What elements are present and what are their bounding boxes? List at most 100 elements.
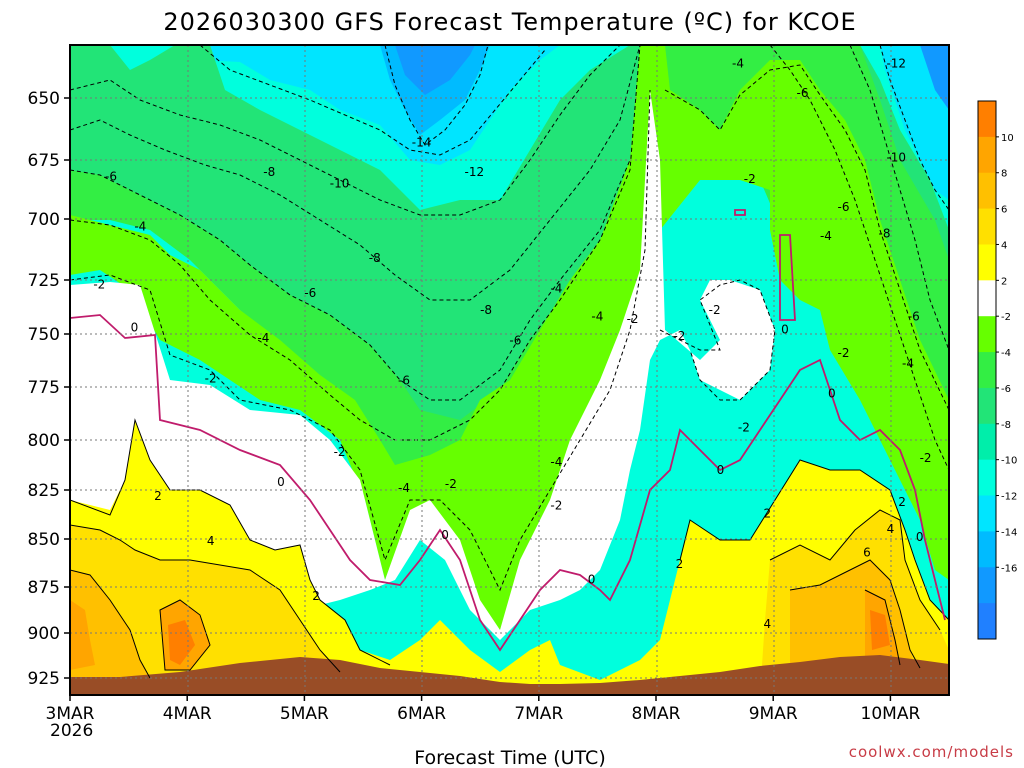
band-neg-18 [395, 45, 475, 95]
contour-label: -2 [205, 372, 217, 386]
y-tick-label: 800 [28, 431, 60, 451]
colorbar-swatch [978, 495, 996, 532]
contour-label: -2 [738, 420, 750, 434]
contour-label: -12 [886, 56, 906, 70]
band-neg-2-white [70, 90, 775, 640]
colorbar-label: 10 [1001, 133, 1014, 144]
contour-label: -4 [732, 56, 744, 70]
y-tick-label: 725 [28, 271, 60, 291]
contour-label: -2 [334, 445, 346, 459]
contour-label: 2 [898, 495, 906, 509]
colorbar-label: 6 [1001, 205, 1007, 216]
contour-label: -8 [369, 251, 381, 265]
contour-label: -4 [902, 357, 914, 371]
colorbar-label: -14 [1001, 527, 1017, 538]
contour-label: 4 [764, 617, 772, 631]
contour-label: -4 [398, 481, 410, 495]
contour-labels: -2 -4 -6 0 -4 -2 2 4 -8 -6 -10 0 -2 2 -8 -6 -4 -14 -12 -8 -2… [93, 56, 931, 631]
contour-label: -2 [920, 451, 932, 465]
y-tick-label: 900 [28, 624, 60, 644]
colorbar-swatch [978, 101, 996, 138]
colorbar-label: -12 [1001, 492, 1017, 503]
contour-label: -14 [412, 136, 432, 150]
y-tick-label: 850 [28, 530, 60, 550]
contour-label: -10 [886, 151, 906, 165]
band-east-coldest [920, 45, 949, 110]
colorbar-swatch [978, 280, 996, 317]
contour-label: -2 [93, 277, 105, 291]
colorbar-label: -8 [1001, 420, 1011, 431]
contour-label: -2 [550, 499, 562, 513]
chart-title: 2026030300 GFS Forecast Temperature (ºC)… [163, 8, 856, 36]
x-tick-label: 3MAR [46, 704, 95, 724]
colorbar-swatch [978, 136, 996, 174]
colorbar-label: -16 [1001, 563, 1017, 574]
contour-label: -6 [838, 200, 850, 214]
contour-label: -6 [797, 86, 809, 100]
contour-label: 0 [588, 572, 596, 586]
contour-label: -4 [550, 282, 562, 296]
contour-label: -8 [480, 303, 492, 317]
freezing-line-east-loop [734, 209, 796, 321]
x-sub-label: 2026 [50, 721, 93, 741]
y-tick-label: 675 [28, 151, 60, 171]
contour-label: -2 [838, 346, 850, 360]
contour-label: -6 [398, 374, 410, 388]
contour-label: -8 [879, 227, 891, 241]
colorbar-label: -2 [1001, 312, 1011, 323]
contour-label: 0 [131, 321, 139, 335]
colorbar-swatch [978, 567, 996, 604]
contour-label: -4 [134, 219, 146, 233]
colorbar-label: 8 [1001, 169, 1007, 180]
contour-label: -12 [465, 165, 485, 179]
band-neg-10 [70, 45, 949, 620]
colorbar-swatch [978, 423, 996, 461]
colorbar-swatch [978, 316, 996, 353]
contour-label: 2 [154, 489, 162, 503]
band-neg-4 [70, 45, 949, 630]
contour-label: -4 [550, 455, 562, 469]
contour-label: 2 [764, 507, 772, 521]
x-tick-label: 10MAR [861, 704, 921, 724]
contour-label: -4 [257, 331, 269, 345]
contour-label: -6 [304, 286, 316, 300]
contour-label: -8 [263, 165, 275, 179]
colorbar-label: 4 [1001, 240, 1007, 251]
contour-label: 0 [441, 528, 449, 542]
y-tick-label: 700 [28, 210, 60, 230]
contour-label: 6 [863, 545, 871, 559]
colorbar-swatch [978, 459, 996, 497]
y-tick-label: 875 [28, 578, 60, 598]
x-tick-label: 5MAR [280, 704, 329, 724]
contour-label: 0 [781, 323, 789, 337]
contour-label: -6 [105, 170, 117, 184]
contour-label: 4 [207, 534, 215, 548]
grid [70, 45, 949, 695]
x-axis-label: Forecast Time (UTC) [414, 747, 605, 768]
contour-label: -4 [591, 310, 603, 324]
y-tick-label: 775 [28, 378, 60, 398]
x-tick-label: 8MAR [632, 704, 681, 724]
contour-label: -6 [908, 310, 920, 324]
terrain [70, 655, 949, 695]
contour-label: 0 [277, 475, 285, 489]
contour-label: 2 [676, 557, 684, 571]
colorbar-swatch [978, 244, 996, 281]
colorbar-swatch [978, 531, 996, 568]
colorbar-swatch [978, 352, 996, 389]
colorbar-label: 2 [1001, 276, 1007, 287]
contour-label: -10 [330, 177, 350, 191]
contour-label: 2 [312, 589, 320, 603]
freezing-line [70, 314, 946, 652]
x-axis: 3MAR 4MAR 5MAR 6MAR 7MAR 8MAR 9MAR 10MAR [46, 695, 921, 724]
colorbar-label: -6 [1001, 384, 1011, 395]
x-tick-label: 7MAR [514, 704, 563, 724]
contour-label: 0 [828, 386, 836, 400]
y-tick-label: 650 [28, 89, 60, 109]
contour-label: -2 [709, 303, 721, 317]
colorbar-label: -4 [1001, 348, 1011, 359]
contour-label: -6 [509, 333, 521, 347]
y-tick-label: 825 [28, 481, 60, 501]
x-tick-label: 9MAR [749, 704, 798, 724]
